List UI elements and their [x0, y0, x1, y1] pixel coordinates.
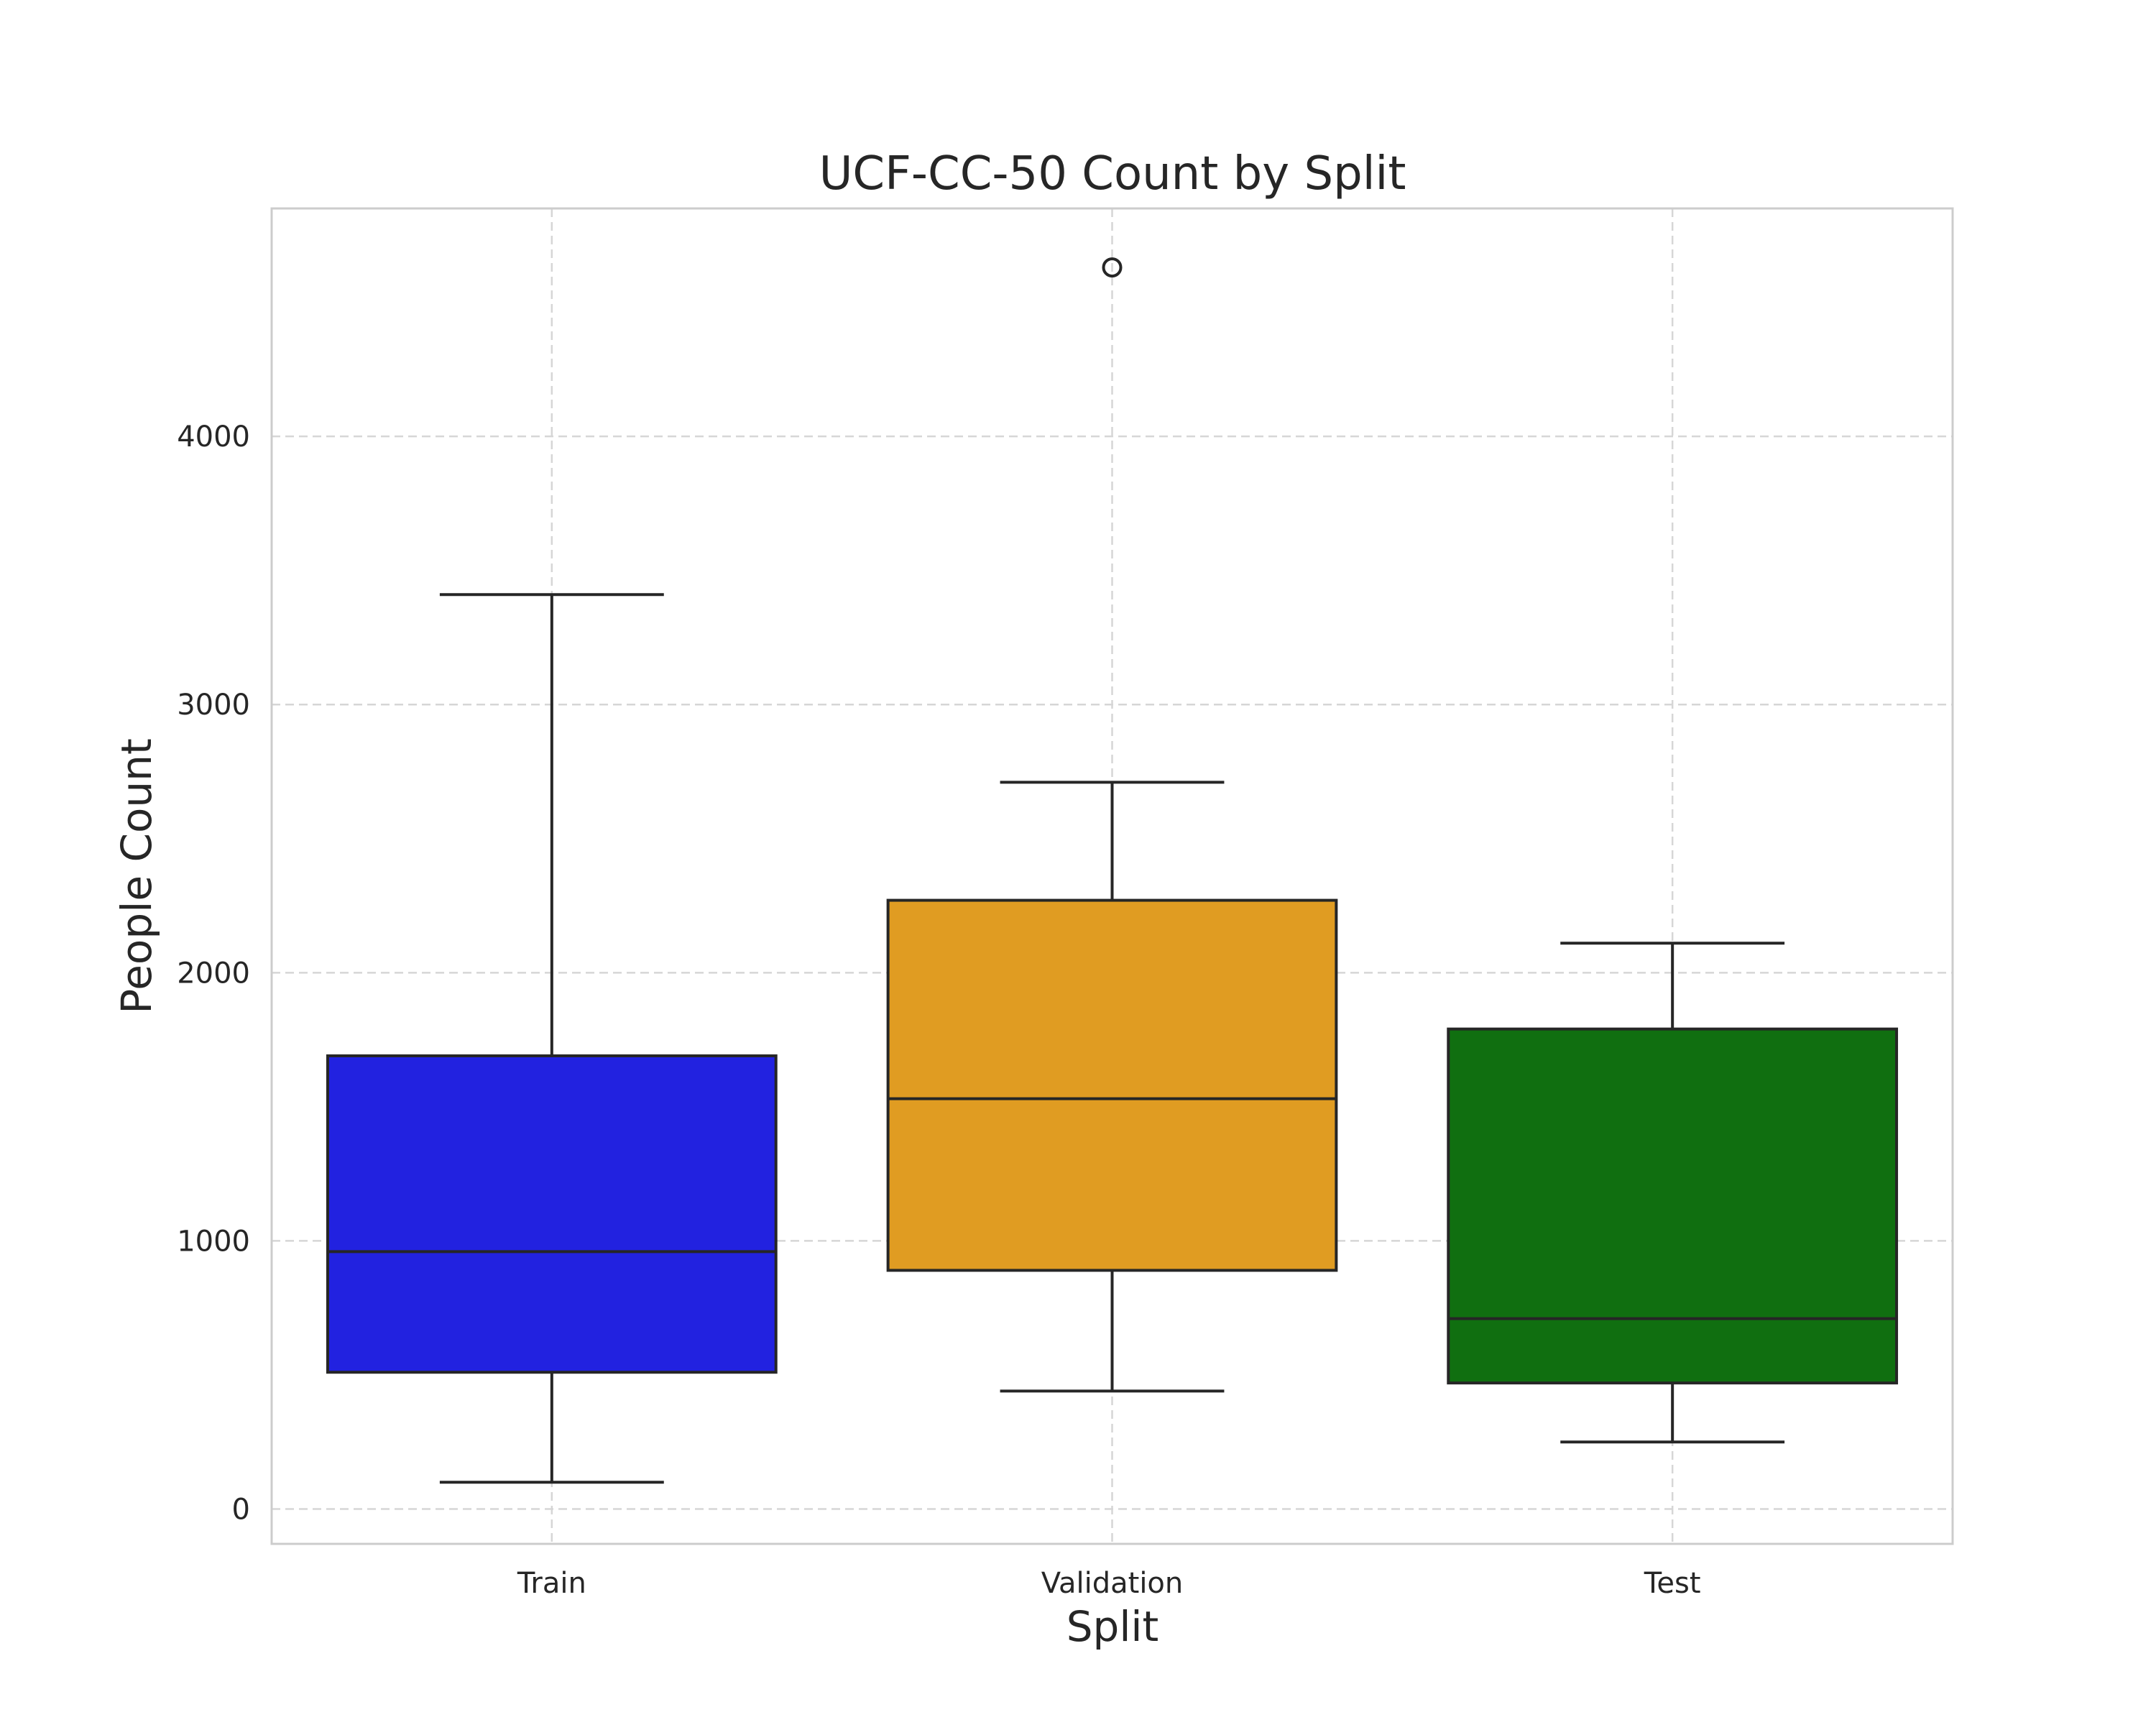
box-validation: [886, 257, 1338, 1393]
iqr-box-train: [326, 1054, 778, 1374]
box-series: [326, 257, 1899, 1484]
y-tick-label-4: 4000: [177, 420, 250, 454]
iqr-box-test: [1447, 1027, 1899, 1385]
x-tick-labels: Train Validation Test: [517, 1567, 1701, 1600]
y-tick-label-2: 2000: [177, 957, 250, 990]
x-tick-label-validation: Validation: [1041, 1567, 1184, 1600]
x-tick-label-train: Train: [517, 1567, 586, 1600]
x-axis-label: Split: [1067, 1602, 1159, 1651]
y-axis-label: People Count: [112, 738, 161, 1013]
box-train: [326, 593, 778, 1484]
iqr-box-validation: [886, 898, 1338, 1272]
chart-title: UCF-CC-50 Count by Split: [819, 147, 1406, 201]
outlier-validation-0: [1102, 257, 1123, 278]
box-test: [1447, 942, 1899, 1444]
y-tick-labels: 0 1000 2000 3000 4000: [177, 420, 250, 1526]
y-tick-label-1: 1000: [177, 1225, 250, 1258]
y-tick-label-0: 0: [232, 1493, 250, 1526]
plot-frame: [270, 207, 1954, 1545]
x-tick-label-test: Test: [1644, 1567, 1701, 1600]
y-tick-label-3: 3000: [177, 689, 250, 722]
